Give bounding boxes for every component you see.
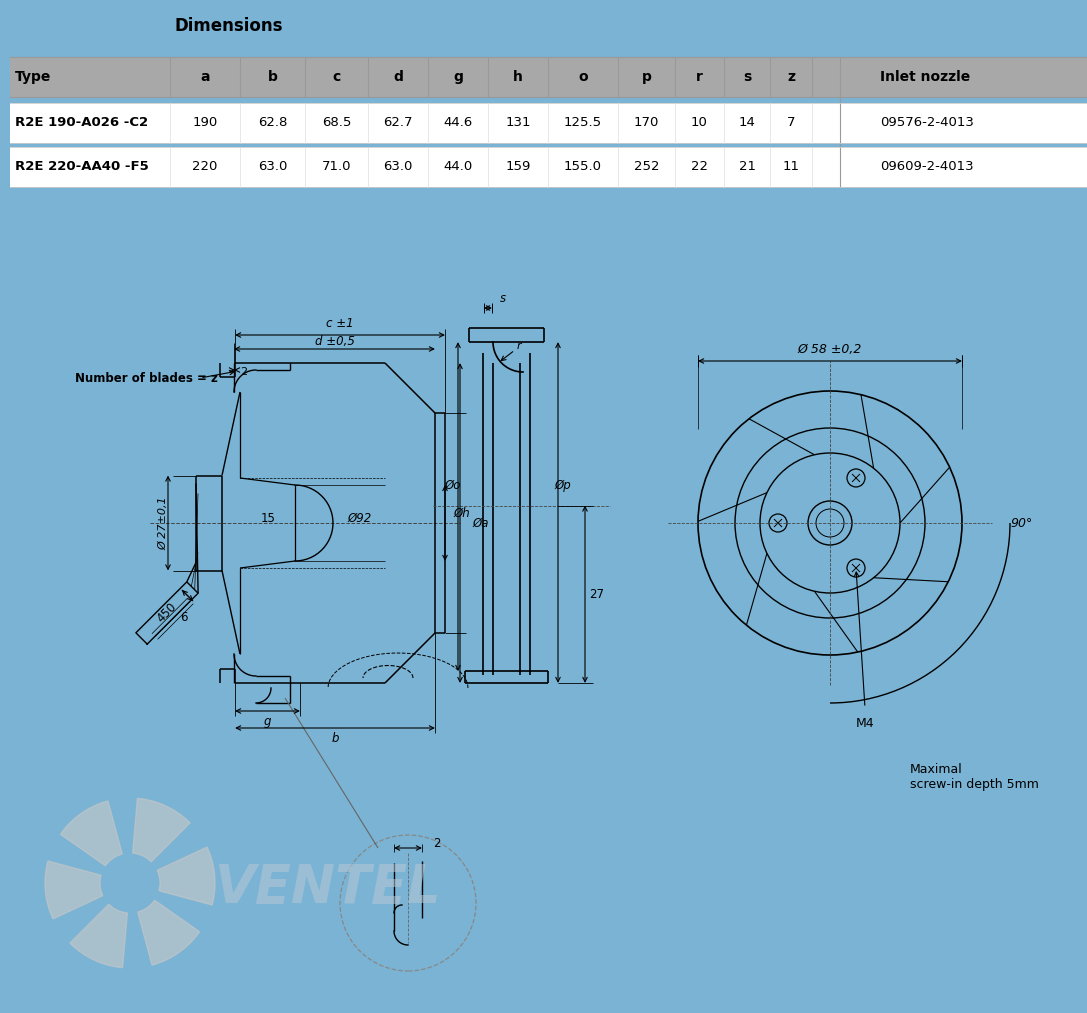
Text: Øo: Øo: [445, 479, 461, 492]
Text: d: d: [393, 70, 403, 84]
Text: 14: 14: [738, 116, 755, 130]
Text: 27: 27: [589, 588, 604, 601]
Text: d ±0,5: d ±0,5: [314, 334, 354, 347]
Text: M4: M4: [855, 716, 874, 729]
Text: 62.8: 62.8: [258, 116, 287, 130]
Text: Dimensions: Dimensions: [175, 17, 284, 35]
Text: s: s: [500, 292, 507, 305]
Text: h: h: [513, 70, 523, 84]
Text: R2E 220-AA40 -F5: R2E 220-AA40 -F5: [15, 160, 149, 173]
Text: 10: 10: [691, 116, 708, 130]
Polygon shape: [133, 798, 190, 862]
Text: 170: 170: [634, 116, 659, 130]
Text: r: r: [516, 341, 522, 350]
Text: Ø 58 ±0,2: Ø 58 ±0,2: [798, 342, 862, 356]
Text: c: c: [333, 70, 340, 84]
Text: 11: 11: [783, 160, 800, 173]
Text: 7: 7: [787, 116, 796, 130]
Text: b: b: [332, 731, 339, 745]
Text: 2: 2: [240, 367, 247, 377]
Polygon shape: [70, 905, 127, 967]
Text: Type: Type: [15, 70, 51, 84]
Text: Ø 27±0,1: Ø 27±0,1: [158, 496, 168, 550]
Text: 131: 131: [505, 116, 530, 130]
Text: 22: 22: [691, 160, 708, 173]
Text: b: b: [267, 70, 277, 84]
Text: g: g: [453, 70, 463, 84]
Text: Number of blades = z: Number of blades = z: [75, 372, 217, 385]
Text: 15: 15: [261, 512, 275, 525]
Text: r: r: [696, 70, 703, 84]
Text: 68.5: 68.5: [322, 116, 351, 130]
Text: Ø92: Ø92: [348, 512, 372, 525]
Text: s: s: [742, 70, 751, 84]
Text: 63.0: 63.0: [384, 160, 413, 173]
Text: 220: 220: [192, 160, 217, 173]
Bar: [10, 147, 1087, 187]
Text: 6: 6: [180, 611, 188, 624]
Text: 71.0: 71.0: [322, 160, 351, 173]
Polygon shape: [158, 847, 215, 905]
Bar: [10, 103, 1087, 143]
Text: 09609-2-4013: 09609-2-4013: [880, 160, 974, 173]
Text: 44.0: 44.0: [443, 160, 473, 173]
Text: c ±1: c ±1: [326, 316, 353, 329]
Text: Øh: Øh: [453, 506, 470, 520]
Text: g: g: [264, 714, 272, 727]
Text: 2: 2: [434, 837, 440, 850]
Text: 44.6: 44.6: [443, 116, 473, 130]
Text: a: a: [200, 70, 210, 84]
Polygon shape: [138, 901, 200, 965]
Text: p: p: [641, 70, 651, 84]
Text: 252: 252: [634, 160, 659, 173]
Text: 21: 21: [738, 160, 755, 173]
Text: 190: 190: [192, 116, 217, 130]
Text: Inlet nozzle: Inlet nozzle: [880, 70, 971, 84]
Text: Øp: Øp: [554, 479, 572, 492]
Text: z: z: [787, 70, 795, 84]
Text: 450: 450: [154, 601, 179, 625]
Text: 09576-2-4013: 09576-2-4013: [880, 116, 974, 130]
Text: R2E 190-A026 -C2: R2E 190-A026 -C2: [15, 116, 148, 130]
Text: 90°: 90°: [1011, 517, 1033, 530]
Text: Øa: Øa: [472, 517, 488, 530]
Text: 155.0: 155.0: [564, 160, 602, 173]
Polygon shape: [45, 861, 103, 919]
Bar: [10, 57, 1087, 97]
Text: 62.7: 62.7: [384, 116, 413, 130]
Text: 125.5: 125.5: [564, 116, 602, 130]
Text: Maximal
screw-in depth 5mm: Maximal screw-in depth 5mm: [910, 763, 1039, 791]
Text: 63.0: 63.0: [258, 160, 287, 173]
Text: 159: 159: [505, 160, 530, 173]
Polygon shape: [61, 801, 122, 866]
Text: o: o: [578, 70, 588, 84]
Text: VENTEL: VENTEL: [215, 862, 441, 914]
